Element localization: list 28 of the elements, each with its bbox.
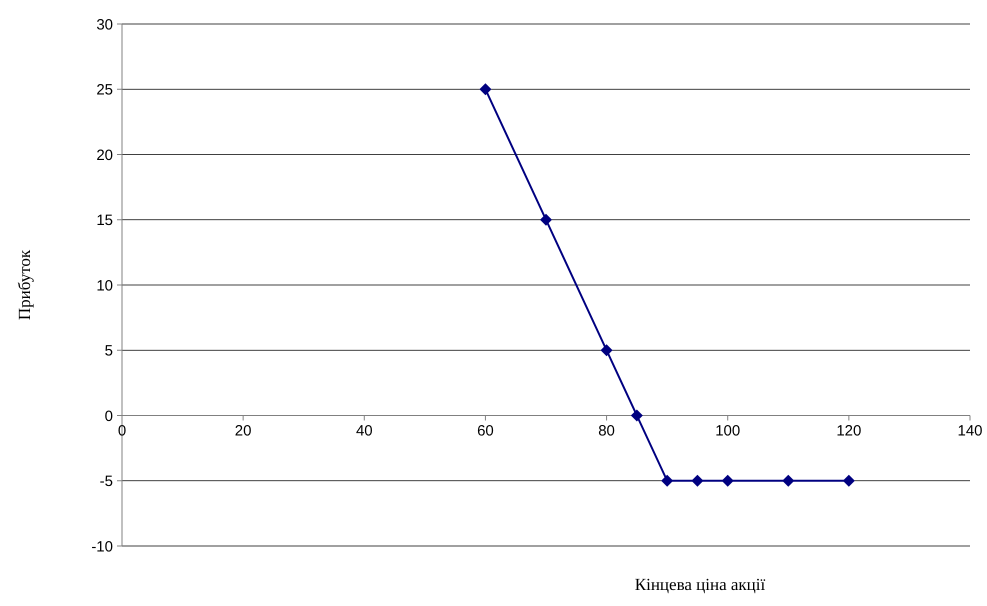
y-tick-label: 5	[104, 342, 113, 360]
x-axis-title: Кінцева ціна акції	[634, 575, 766, 594]
point	[661, 474, 674, 487]
y-tick-label: -10	[91, 538, 113, 556]
x-tick-label: 80	[598, 422, 615, 440]
y-tick-label: 0	[104, 408, 113, 425]
point	[722, 474, 734, 487]
x-tick-label: 140	[957, 422, 983, 440]
x-tick-label: 40	[356, 422, 373, 440]
y-tick-label: 25	[96, 82, 113, 98]
y-tick-label: 20	[96, 146, 113, 164]
point	[630, 410, 643, 422]
y-tick-label: 10	[96, 277, 113, 294]
point	[540, 214, 552, 226]
point	[842, 474, 855, 487]
x-tick-label: 0	[118, 422, 126, 440]
point	[479, 83, 492, 96]
point	[782, 474, 794, 487]
x-tick-label: 120	[836, 422, 862, 440]
point	[691, 474, 704, 487]
y-tick-label: 30	[96, 16, 113, 34]
y-axis-title: Прибуток	[15, 249, 34, 320]
x-tick-label: 100	[715, 422, 740, 440]
x-tick-label: 60	[477, 422, 494, 440]
y-tick-label: -5	[100, 473, 113, 490]
y-tick-label: 15	[96, 212, 113, 229]
point	[600, 344, 613, 356]
x-tick-label: 20	[234, 422, 252, 440]
